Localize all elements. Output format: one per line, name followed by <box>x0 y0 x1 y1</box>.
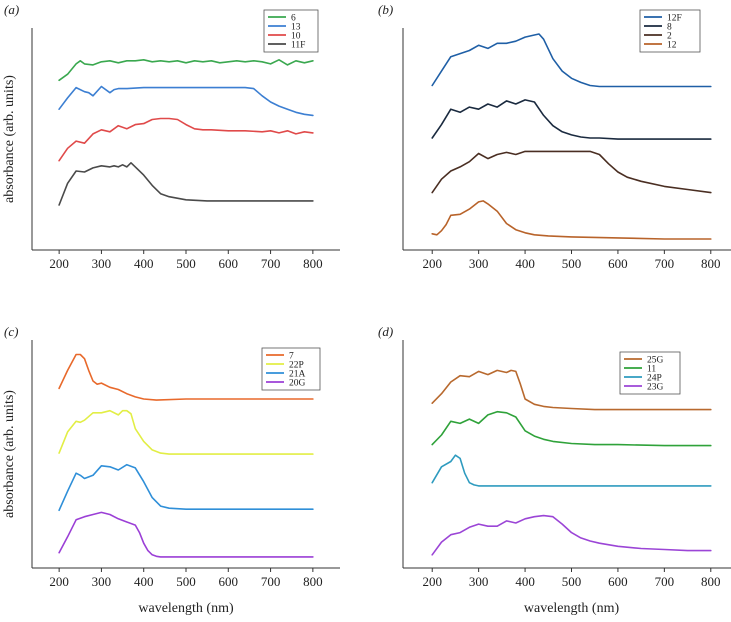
series-line-12 <box>431 200 712 240</box>
x-tick-label: 300 <box>92 574 112 589</box>
series-line-11F <box>58 162 314 206</box>
x-tick-label: 600 <box>219 256 239 271</box>
x-tick-label: 500 <box>562 256 582 271</box>
series-line-11 <box>431 410 712 447</box>
legend-entry: 21A <box>289 370 306 380</box>
chart-panel-1: 200 300 400 500 600 700 800 (a) absorbance (arb.… <box>2 2 340 271</box>
x-tick-label: 700 <box>655 256 675 271</box>
series-line-20G <box>58 511 314 558</box>
x-tick-label: 700 <box>261 256 281 271</box>
series-line-24P <box>431 454 712 487</box>
x-tick-label: 600 <box>608 256 628 271</box>
series-line-21A <box>58 463 314 512</box>
x-tick-label: 400 <box>515 256 535 271</box>
x-axis-label: wavelength (nm) <box>524 601 620 616</box>
series-line-25G <box>431 369 712 411</box>
panel-label: (c) <box>4 324 18 339</box>
x-tick-label: 200 <box>49 256 69 271</box>
legend-entry: 6 <box>291 14 296 24</box>
series-line-13 <box>58 85 314 117</box>
legend-entry: 2 <box>667 32 672 42</box>
legend-entry: 11 <box>647 365 656 375</box>
series-line-23G <box>431 514 712 556</box>
panel-label: (a) <box>4 2 19 17</box>
x-tick-label: 800 <box>701 256 721 271</box>
x-tick-label: 700 <box>261 574 281 589</box>
x-tick-label: 400 <box>515 574 535 589</box>
series-line-10 <box>58 117 314 162</box>
legend-entry: 11F <box>291 41 305 51</box>
legend-entry: 7 <box>289 352 294 362</box>
x-tick-label: 300 <box>92 256 112 271</box>
series-line-8 <box>431 99 712 140</box>
legend-entry: 24P <box>647 374 662 384</box>
chart-panel-4: 200 300 400 500 600 700 800 (d) wavelength (nm) 2… <box>378 324 731 616</box>
x-tick-label: 600 <box>608 574 628 589</box>
x-tick-label: 200 <box>49 574 69 589</box>
y-axis-label: absorbance (arb. units) <box>2 75 17 203</box>
x-tick-label: 500 <box>176 256 196 271</box>
x-tick-label: 500 <box>562 574 582 589</box>
x-tick-label: 200 <box>422 256 442 271</box>
legend-entry: 25G <box>647 356 664 366</box>
series-line-22P <box>58 409 314 455</box>
x-tick-label: 500 <box>176 574 196 589</box>
legend-entry: 12 <box>667 41 677 51</box>
legend-entry: 22P <box>289 361 304 371</box>
x-tick-label: 400 <box>134 574 154 589</box>
chart-panel-3: 200 300 400 500 600 700 800 (c) absorbance (arb.… <box>2 324 340 616</box>
legend-entry: 23G <box>647 383 664 393</box>
legend-entry: 10 <box>291 32 301 42</box>
x-tick-label: 800 <box>303 256 323 271</box>
x-tick-label: 200 <box>422 574 442 589</box>
panel-label: (d) <box>378 324 393 339</box>
series-line-6 <box>58 59 314 82</box>
x-tick-label: 300 <box>469 256 489 271</box>
y-axis-label: absorbance (arb. units) <box>2 390 17 518</box>
legend-entry: 8 <box>667 23 672 33</box>
series-line-7 <box>58 353 314 401</box>
legend-entry: 20G <box>289 379 306 389</box>
panel-label: (b) <box>378 2 393 17</box>
x-tick-label: 600 <box>219 574 239 589</box>
legend-entry: 13 <box>291 23 301 33</box>
x-tick-label: 400 <box>134 256 154 271</box>
series-line-12F <box>431 33 712 88</box>
x-tick-label: 300 <box>469 574 489 589</box>
x-tick-label: 800 <box>701 574 721 589</box>
x-axis-label: wavelength (nm) <box>138 601 234 616</box>
legend-entry: 12F <box>667 14 682 24</box>
series-line-2 <box>431 150 712 194</box>
x-tick-label: 700 <box>655 574 675 589</box>
x-tick-label: 800 <box>303 574 323 589</box>
